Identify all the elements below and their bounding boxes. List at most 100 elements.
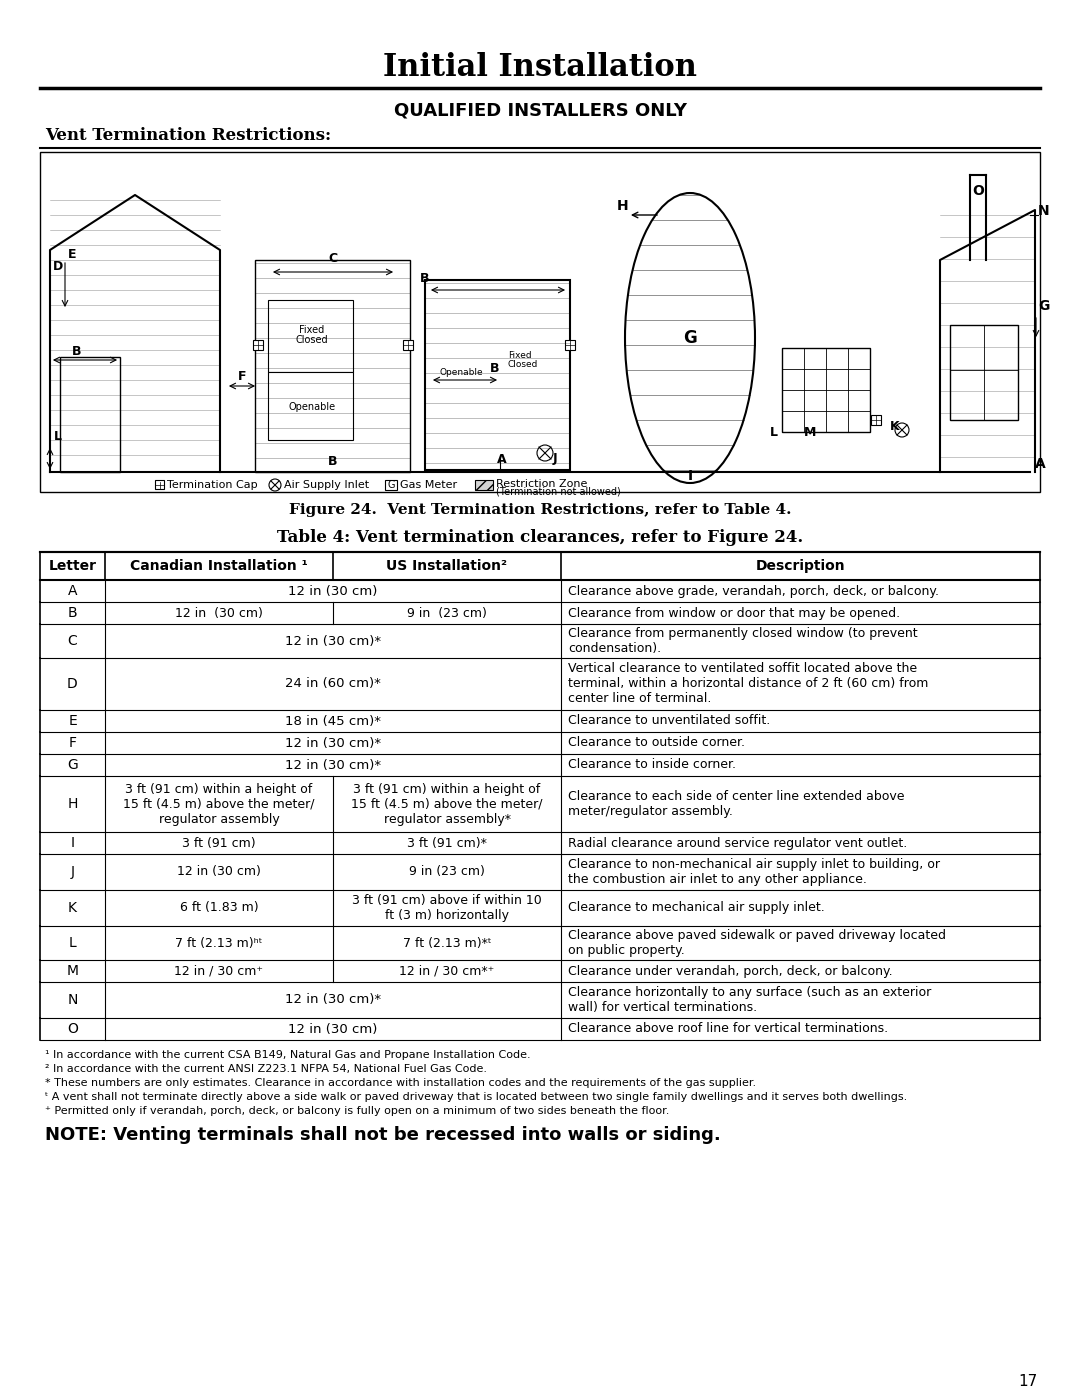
Text: B: B xyxy=(328,455,338,468)
Text: B: B xyxy=(68,606,78,620)
Text: Initial Installation: Initial Installation xyxy=(383,53,697,84)
Text: Canadian Installation ¹: Canadian Installation ¹ xyxy=(130,559,308,573)
Text: B: B xyxy=(72,345,82,358)
Text: Description: Description xyxy=(756,559,846,573)
Text: NOTE: Venting terminals shall not be recessed into walls or siding.: NOTE: Venting terminals shall not be rec… xyxy=(45,1126,720,1144)
Text: ¹ In accordance with the current CSA B149, Natural Gas and Propane Installation : ¹ In accordance with the current CSA B14… xyxy=(45,1051,530,1060)
Bar xyxy=(403,339,413,351)
Text: Restriction Zone: Restriction Zone xyxy=(496,479,588,489)
Text: D: D xyxy=(67,678,78,692)
Text: B: B xyxy=(420,272,430,285)
Bar xyxy=(782,348,870,432)
Text: Clearance above grade, verandah, porch, deck, or balcony.: Clearance above grade, verandah, porch, … xyxy=(568,584,939,598)
Text: Air Supply Inlet: Air Supply Inlet xyxy=(284,481,369,490)
Text: Clearance horizontally to any surface (such as an exterior
wall) for vertical te: Clearance horizontally to any surface (s… xyxy=(568,986,931,1014)
Text: Vent Termination Restrictions:: Vent Termination Restrictions: xyxy=(45,127,332,144)
Text: 18 in (45 cm)*: 18 in (45 cm)* xyxy=(285,714,381,728)
Text: QUALIFIED INSTALLERS ONLY: QUALIFIED INSTALLERS ONLY xyxy=(393,101,687,119)
Text: 7 ft (2.13 m)*ᵗ: 7 ft (2.13 m)*ᵗ xyxy=(403,936,491,950)
Text: K: K xyxy=(68,901,77,915)
Text: 12 in (30 cm)*: 12 in (30 cm)* xyxy=(285,993,381,1006)
Text: O: O xyxy=(67,1023,78,1037)
Text: Fixed: Fixed xyxy=(508,351,531,360)
Text: L: L xyxy=(69,936,77,950)
Text: ᵗ A vent shall not terminate directly above a side walk or paved driveway that i: ᵗ A vent shall not terminate directly ab… xyxy=(45,1092,907,1102)
Bar xyxy=(384,481,397,490)
Text: Vertical clearance to ventilated soffit located above the
terminal, within a hor: Vertical clearance to ventilated soffit … xyxy=(568,662,929,705)
Text: * These numbers are only estimates. Clearance in accordance with installation co: * These numbers are only estimates. Clea… xyxy=(45,1078,756,1088)
Bar xyxy=(253,339,264,351)
Text: 24 in (60 cm)*: 24 in (60 cm)* xyxy=(285,678,381,690)
Text: G: G xyxy=(1038,299,1050,313)
Text: Clearance under verandah, porch, deck, or balcony.: Clearance under verandah, porch, deck, o… xyxy=(568,964,893,978)
Text: I: I xyxy=(70,835,75,849)
Text: Clearance to inside corner.: Clearance to inside corner. xyxy=(568,759,735,771)
Text: B: B xyxy=(490,362,500,374)
Text: 12 in (30 cm): 12 in (30 cm) xyxy=(288,1023,378,1035)
Text: G: G xyxy=(684,330,697,346)
Text: N: N xyxy=(1038,204,1050,218)
Text: C: C xyxy=(68,634,78,648)
Ellipse shape xyxy=(625,193,755,483)
Text: L: L xyxy=(54,430,62,443)
Text: Clearance from permanently closed window (to prevent
condensation).: Clearance from permanently closed window… xyxy=(568,627,918,655)
Text: 17: 17 xyxy=(1018,1375,1038,1390)
Text: O: O xyxy=(972,184,984,198)
Text: Clearance to each side of center line extended above
meter/regulator assembly.: Clearance to each side of center line ex… xyxy=(568,789,905,819)
Text: US Installation²: US Installation² xyxy=(387,559,508,573)
Text: 9 in  (23 cm): 9 in (23 cm) xyxy=(407,606,487,619)
Text: Figure 24.  Vent Termination Restrictions, refer to Table 4.: Figure 24. Vent Termination Restrictions… xyxy=(288,503,792,517)
Text: Radial clearance around service regulator vent outlet.: Radial clearance around service regulato… xyxy=(568,837,907,849)
Text: 12 in (30 cm)*: 12 in (30 cm)* xyxy=(285,736,381,750)
Text: Gas Meter: Gas Meter xyxy=(400,481,457,490)
Text: Letter: Letter xyxy=(49,559,96,573)
Text: N: N xyxy=(67,993,78,1007)
Text: Clearance to mechanical air supply inlet.: Clearance to mechanical air supply inlet… xyxy=(568,901,825,915)
Text: H: H xyxy=(67,798,78,812)
Text: Closed: Closed xyxy=(508,360,538,369)
Text: A: A xyxy=(1035,457,1045,471)
Text: D: D xyxy=(53,260,63,272)
Circle shape xyxy=(269,479,281,490)
Text: C: C xyxy=(328,251,338,265)
Text: Openable: Openable xyxy=(288,402,336,412)
Bar xyxy=(426,279,570,469)
Text: H: H xyxy=(617,198,627,212)
Bar xyxy=(156,481,164,489)
Text: ² In accordance with the current ANSI Z223.1 NFPA 54, National Fuel Gas Code.: ² In accordance with the current ANSI Z2… xyxy=(45,1065,487,1074)
Text: 7 ft (2.13 m)ʰᵗ: 7 ft (2.13 m)ʰᵗ xyxy=(175,936,262,950)
Text: (Termination not allowed): (Termination not allowed) xyxy=(496,486,621,496)
Text: 3 ft (91 cm)*: 3 ft (91 cm)* xyxy=(407,837,487,849)
Text: 12 in  (30 cm): 12 in (30 cm) xyxy=(175,606,262,619)
Text: A: A xyxy=(497,453,507,467)
Text: Table 4: Vent termination clearances, refer to Figure 24.: Table 4: Vent termination clearances, re… xyxy=(276,529,804,546)
Bar xyxy=(268,372,353,440)
Text: Fixed: Fixed xyxy=(299,326,325,335)
Text: A: A xyxy=(68,584,78,598)
Text: Termination Cap: Termination Cap xyxy=(167,481,258,490)
Text: L: L xyxy=(770,426,778,439)
Bar xyxy=(255,260,410,472)
Text: Clearance above roof line for vertical terminations.: Clearance above roof line for vertical t… xyxy=(568,1023,888,1035)
Text: 9 in (23 cm): 9 in (23 cm) xyxy=(409,866,485,879)
Circle shape xyxy=(895,423,909,437)
Text: 3 ft (91 cm): 3 ft (91 cm) xyxy=(183,837,256,849)
Text: 12 in (30 cm)*: 12 in (30 cm)* xyxy=(285,759,381,771)
Text: G: G xyxy=(67,759,78,773)
Bar xyxy=(40,152,1040,492)
Text: 12 in (30 cm): 12 in (30 cm) xyxy=(288,584,378,598)
Text: F: F xyxy=(68,736,77,750)
Bar xyxy=(870,415,881,425)
Text: 6 ft (1.83 m): 6 ft (1.83 m) xyxy=(179,901,258,915)
Bar xyxy=(475,481,492,490)
Bar xyxy=(565,339,575,351)
Text: I: I xyxy=(688,469,692,483)
Text: E: E xyxy=(68,249,77,261)
Text: Openable: Openable xyxy=(440,367,484,377)
Text: Clearance to outside corner.: Clearance to outside corner. xyxy=(568,736,745,750)
Text: 3 ft (91 cm) within a height of
15 ft (4.5 m) above the meter/
regulator assembl: 3 ft (91 cm) within a height of 15 ft (4… xyxy=(351,782,543,826)
Bar xyxy=(60,358,120,472)
Text: M: M xyxy=(67,964,79,978)
Text: E: E xyxy=(68,714,77,728)
Text: Clearance above paved sidewalk or paved driveway located
on public property.: Clearance above paved sidewalk or paved … xyxy=(568,929,946,957)
